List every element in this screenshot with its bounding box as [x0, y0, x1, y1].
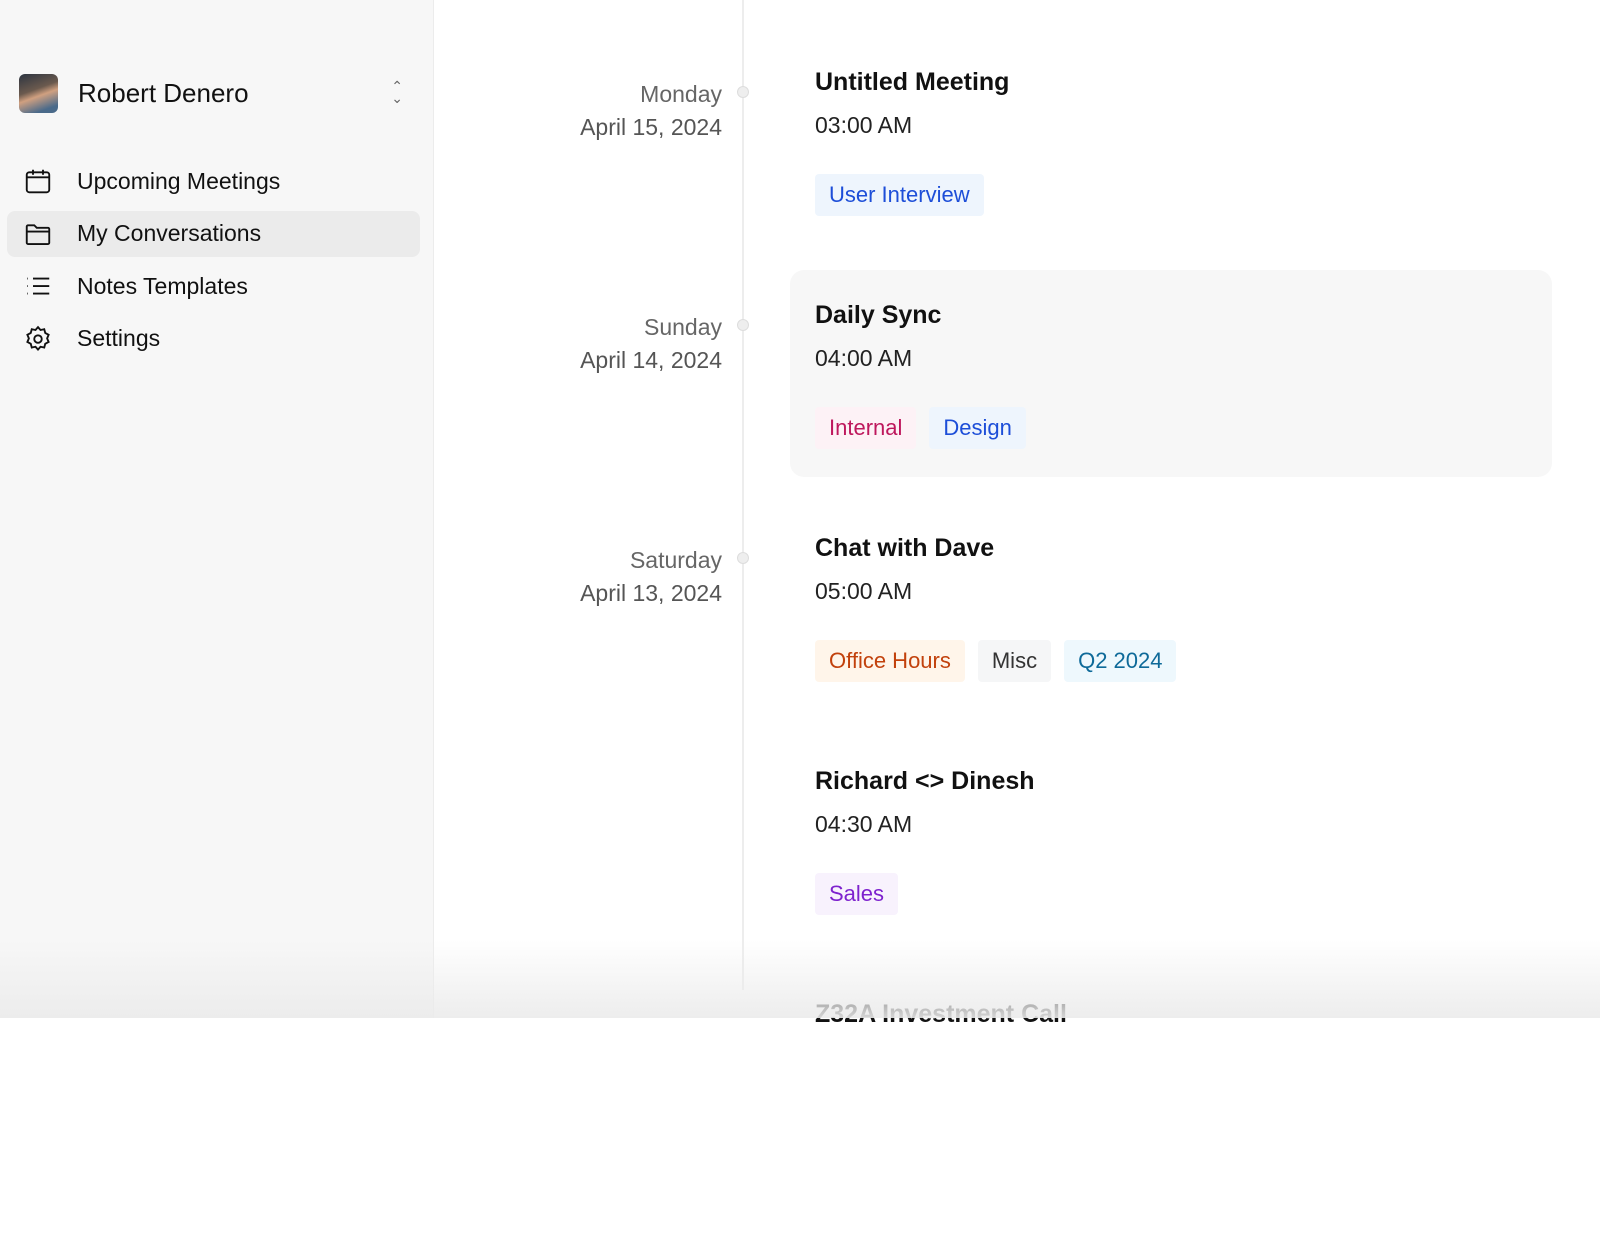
tag[interactable]: User Interview: [815, 174, 984, 216]
meeting-time: 03:00 AM: [815, 112, 913, 138]
chevron-up-down-icon[interactable]: ⌃ ⌄: [391, 78, 403, 106]
meeting-time: 04:00 AM: [815, 345, 913, 371]
avatar: [19, 74, 58, 113]
meeting-entry[interactable]: Z32A Investment Call: [0, 1000, 1600, 1247]
tag-list: User Interview: [815, 174, 984, 216]
sidebar-item-notes-templates[interactable]: Notes Templates: [7, 263, 420, 309]
tag[interactable]: Sales: [815, 873, 899, 915]
meeting-entry[interactable]: Saturday April 13, 2024 Chat with Dave 05:0…: [0, 534, 1600, 781]
sidebar-item-label: Notes Templates: [77, 272, 248, 299]
tag[interactable]: Misc: [977, 640, 1052, 682]
day-name: Saturday: [629, 547, 722, 573]
sidebar: Robert Denero ⌃ ⌄ Upcoming Meetings My Co…: [0, 0, 434, 1018]
meeting-entry[interactable]: Sunday April 14, 2024 Daily Sync 04:00 AM In…: [0, 270, 1600, 548]
date-label: Monday April 15, 2024: [580, 78, 722, 144]
date-label: Saturday April 13, 2024: [580, 544, 722, 610]
tag[interactable]: Design: [929, 407, 1026, 449]
sidebar-item-settings[interactable]: Settings: [7, 316, 420, 362]
date-text: April 14, 2024: [580, 347, 722, 373]
sidebar-item-label: My Conversations: [77, 220, 262, 246]
user-switcher[interactable]: Robert Denero ⌃ ⌄: [19, 74, 409, 113]
sidebar-item-label: Settings: [77, 325, 161, 351]
sidebar-item-my-conversations[interactable]: My Conversations: [7, 210, 420, 257]
date-text: April 13, 2024: [580, 580, 722, 606]
gear-icon: [26, 325, 50, 351]
calendar-icon: [25, 169, 51, 194]
meeting-time: 04:30 AM: [815, 811, 913, 837]
tag[interactable]: Office Hours: [815, 640, 965, 682]
day-name: Sunday: [643, 314, 722, 340]
meeting-entry[interactable]: Monday April 15, 2024 Untitled Meeting 03:0…: [0, 68, 1600, 315]
tag-list: Office Hours Misc Q2 2024: [815, 640, 1177, 682]
meeting-title[interactable]: Chat with Dave: [815, 534, 995, 562]
timeline-dot: [737, 552, 749, 564]
date-label: Sunday April 14, 2024: [580, 311, 722, 377]
list-icon: [27, 277, 50, 295]
user-name: Robert Denero: [78, 78, 249, 108]
meeting-title[interactable]: Richard <> Dinesh: [815, 767, 1035, 795]
tag[interactable]: Q2 2024: [1064, 640, 1177, 682]
sidebar-item-label: Upcoming Meetings: [77, 167, 281, 194]
bottom-fade: [0, 940, 1600, 1018]
date-text: April 15, 2024: [580, 114, 722, 140]
tag-list: Internal Design: [815, 407, 1026, 449]
meeting-title[interactable]: Untitled Meeting: [815, 68, 1010, 96]
tag[interactable]: Internal: [815, 407, 917, 449]
folder-icon: [25, 223, 51, 245]
meeting-entry[interactable]: Richard <> Dinesh 04:30 AM Sales: [0, 767, 1600, 1014]
meeting-title[interactable]: Daily Sync: [815, 301, 942, 329]
timeline-dot: [737, 319, 749, 331]
tag-list: Sales: [815, 873, 899, 915]
sidebar-item-upcoming-meetings[interactable]: Upcoming Meetings: [7, 158, 420, 204]
timeline-line: [742, 0, 744, 990]
timeline-dot: [737, 86, 749, 98]
meeting-card[interactable]: [790, 270, 1552, 477]
day-name: Monday: [640, 81, 722, 107]
meeting-time: 05:00 AM: [815, 578, 913, 604]
sidebar-nav: Upcoming Meetings My Conversations Notes…: [7, 158, 420, 368]
